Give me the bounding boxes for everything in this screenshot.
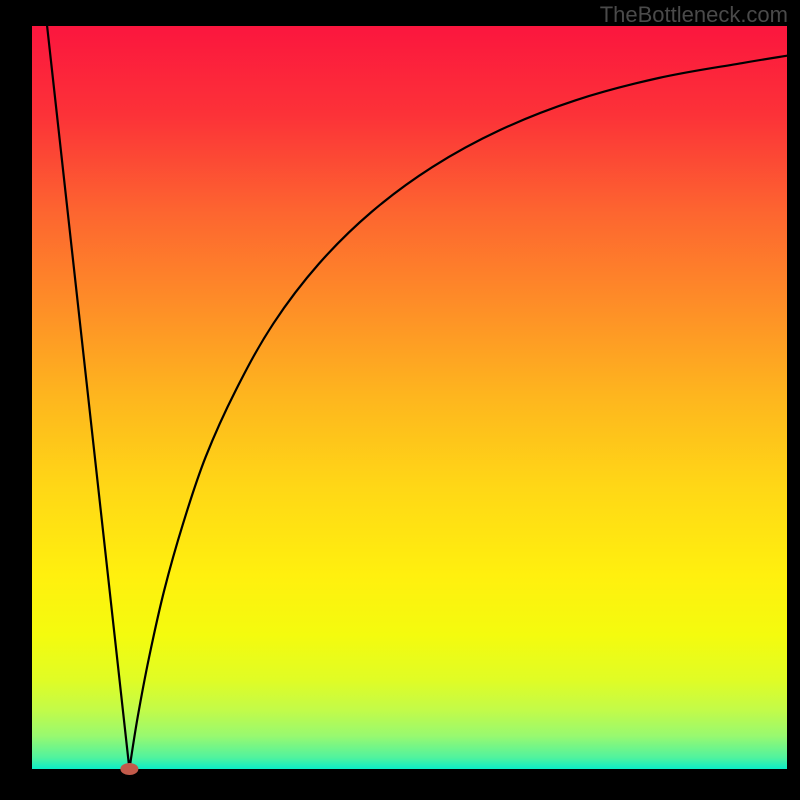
watermark-text: TheBottleneck.com [600, 2, 788, 28]
minimum-marker [120, 763, 138, 775]
plot-background [32, 26, 787, 769]
bottleneck-chart [0, 0, 800, 800]
chart-container: TheBottleneck.com [0, 0, 800, 800]
